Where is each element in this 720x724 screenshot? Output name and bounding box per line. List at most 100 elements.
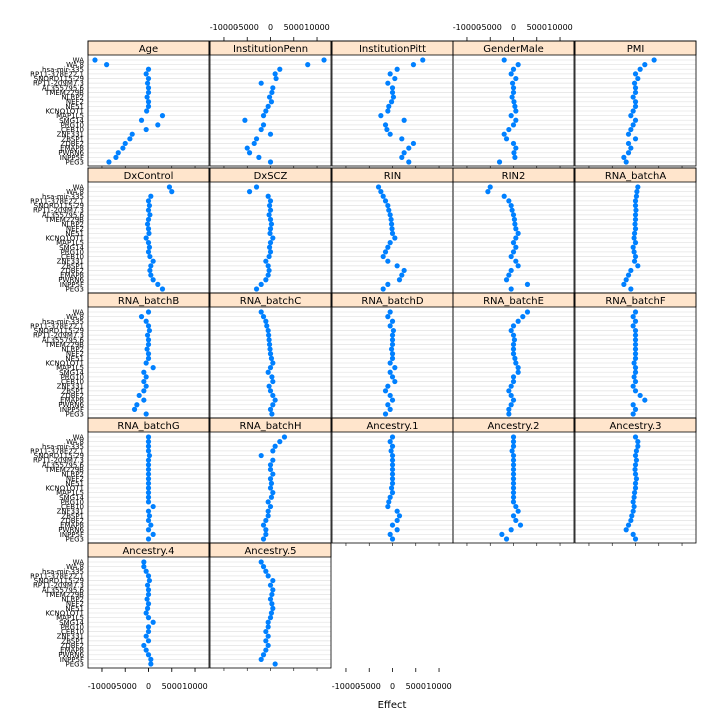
gene-label: MAP1L5 bbox=[56, 239, 84, 247]
data-point bbox=[632, 355, 639, 361]
data-point bbox=[270, 378, 276, 385]
gene-label: SMG14 bbox=[59, 494, 84, 502]
data-point bbox=[510, 471, 517, 477]
data-point bbox=[145, 351, 152, 357]
data-point bbox=[265, 508, 271, 514]
gene-label: ZNF331 bbox=[57, 508, 84, 516]
data-point bbox=[390, 94, 397, 100]
gene-label: ZBSP1 bbox=[61, 135, 84, 143]
data-point bbox=[632, 216, 639, 223]
gene-label: INPP5F bbox=[60, 154, 84, 162]
data-point bbox=[380, 253, 386, 260]
data-point bbox=[387, 360, 393, 366]
panel-ancestry-5: Ancestry.5 bbox=[209, 542, 332, 671]
gene-label: SMG14 bbox=[59, 244, 84, 252]
panel-title: RNA_batchC bbox=[240, 296, 302, 307]
data-point bbox=[632, 378, 639, 385]
data-point bbox=[389, 471, 396, 477]
data-point bbox=[115, 150, 121, 156]
data-point bbox=[268, 480, 275, 486]
data-point bbox=[258, 309, 264, 315]
data-point bbox=[508, 402, 514, 408]
data-point bbox=[385, 503, 391, 510]
data-point bbox=[632, 434, 639, 440]
gene-label: NLRP2 bbox=[61, 346, 84, 354]
data-point bbox=[632, 365, 639, 371]
data-point bbox=[141, 564, 147, 570]
gene-label: hsa-mir-335 bbox=[42, 193, 84, 201]
data-point bbox=[628, 517, 634, 524]
data-point bbox=[394, 527, 400, 533]
gene-label: PEG3 bbox=[65, 159, 84, 167]
data-point bbox=[273, 75, 279, 82]
data-point bbox=[628, 126, 634, 133]
data-point bbox=[625, 522, 632, 528]
data-point bbox=[253, 136, 260, 142]
data-point bbox=[510, 476, 517, 482]
data-point bbox=[145, 652, 152, 658]
data-point bbox=[144, 221, 151, 227]
data-point bbox=[630, 323, 636, 329]
data-point bbox=[267, 230, 273, 236]
gene-label: hsa-mir-335 bbox=[42, 318, 84, 326]
data-point bbox=[633, 193, 640, 199]
data-point bbox=[631, 503, 637, 510]
data-point bbox=[394, 263, 400, 269]
data-point bbox=[143, 383, 149, 389]
gene-label: NEF2 bbox=[66, 350, 84, 358]
panel-title: Ancestry.3 bbox=[609, 421, 661, 432]
data-point bbox=[150, 365, 156, 371]
data-point bbox=[263, 638, 269, 644]
data-point bbox=[628, 267, 634, 274]
data-point bbox=[260, 314, 267, 320]
data-point bbox=[141, 378, 147, 385]
data-point bbox=[263, 517, 269, 524]
gene-label: ZDBF2 bbox=[61, 642, 84, 650]
data-point bbox=[387, 212, 393, 218]
data-point bbox=[143, 126, 149, 133]
data-point bbox=[272, 661, 278, 667]
data-point bbox=[510, 89, 517, 96]
data-point bbox=[122, 140, 128, 147]
data-point bbox=[258, 80, 264, 86]
data-point bbox=[267, 466, 274, 473]
data-point bbox=[258, 281, 264, 287]
data-point bbox=[106, 159, 112, 165]
gene-label: TMEM229B bbox=[44, 591, 84, 599]
panel-age: Age bbox=[87, 40, 210, 169]
gene-label: PWRN6 bbox=[58, 149, 84, 157]
data-point bbox=[387, 369, 393, 375]
data-point bbox=[266, 341, 273, 348]
gene-label: ZDBF2 bbox=[61, 267, 84, 275]
gene-label: PRG10 bbox=[61, 373, 84, 381]
data-point bbox=[389, 536, 396, 542]
gene-label: NEF2 bbox=[66, 600, 84, 608]
gene-label: KCNQ1OT1 bbox=[45, 235, 84, 243]
gene-label: AL355795.6 bbox=[42, 336, 85, 344]
data-point bbox=[386, 499, 392, 505]
data-point bbox=[380, 286, 386, 292]
gene-label: SMG14 bbox=[59, 369, 84, 377]
data-point bbox=[145, 615, 152, 621]
data-point bbox=[270, 587, 276, 593]
data-point bbox=[385, 202, 391, 209]
data-point bbox=[385, 244, 391, 250]
data-point bbox=[263, 527, 269, 533]
data-point bbox=[524, 309, 531, 315]
data-point bbox=[267, 388, 274, 394]
data-point bbox=[389, 355, 396, 361]
gene-label: SMG14 bbox=[59, 117, 84, 125]
data-point bbox=[629, 513, 635, 519]
data-point bbox=[625, 131, 632, 137]
data-point bbox=[387, 240, 393, 246]
axis-tick-label: -5000 bbox=[479, 23, 502, 32]
data-point bbox=[510, 466, 517, 473]
data-point bbox=[510, 374, 517, 380]
data-point bbox=[148, 263, 154, 269]
data-point bbox=[113, 154, 119, 160]
data-point bbox=[399, 154, 405, 160]
data-point bbox=[270, 471, 276, 477]
gene-label: SNORD115-29 bbox=[34, 452, 84, 460]
data-point bbox=[387, 131, 393, 137]
gene-label: CEB10 bbox=[61, 503, 84, 511]
